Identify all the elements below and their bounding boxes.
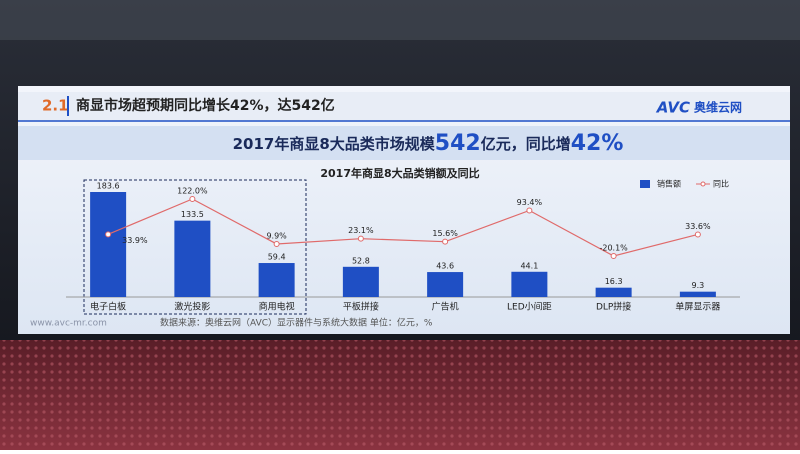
bar (511, 271, 548, 297)
x-tick-label: 商用电视 (259, 301, 295, 313)
slide-header (18, 92, 790, 120)
growth-point (273, 240, 280, 247)
legend-label: 同比 (713, 179, 729, 189)
chart: 183.6 电子白板 133.5 激光投影 59.4 商用电视 52.8 平板拼接 43.6 广告… (66, 179, 740, 313)
growth-label: 33.9% (122, 236, 148, 245)
bar (342, 266, 379, 297)
legend-swatch-point (700, 181, 706, 187)
headline-prefix: 2017年商显8大品类市场规模 (233, 135, 436, 153)
headline: 2017年商显8大品类市场规模542亿元，同比增42% (233, 131, 624, 156)
growth-point (357, 235, 364, 242)
growth-point (442, 238, 449, 245)
bar-value-label: 16.3 (605, 277, 623, 286)
bar-value-label: 9.3 (692, 281, 705, 290)
growth-point (526, 207, 533, 214)
growth-line (107, 198, 699, 257)
x-tick-label: 平板拼接 (343, 301, 379, 313)
growth-label: -20.1% (599, 244, 628, 253)
headline-growth: 42% (571, 131, 624, 156)
legend-label: 销售额 (657, 179, 681, 189)
headline-middle: 亿元，同比增 (481, 135, 571, 153)
website: www.avc-mr.com (30, 319, 107, 329)
source-note: 数据来源：奥维云网（AVC）显示器件与系统大数据 单位：亿元，% (160, 317, 433, 329)
bar-value-label: 183.6 (97, 182, 120, 191)
growth-label: 122.0% (177, 187, 208, 196)
x-tick-label: LED小间距 (507, 301, 552, 313)
growth-label: 33.6% (685, 222, 711, 231)
growth-label: 93.4% (517, 198, 543, 207)
bar (427, 272, 464, 297)
bar-value-label: 59.4 (268, 253, 286, 262)
bar (90, 192, 127, 297)
growth-label: 9.9% (266, 231, 287, 240)
slide-heading: 商显市场超预期同比增长42%，达542亿 (76, 97, 335, 114)
growth-point (189, 196, 196, 202)
bar-value-label: 44.1 (520, 261, 538, 270)
bar (258, 263, 295, 297)
x-tick-label: 电子白板 (90, 301, 126, 313)
bar-value-label: 52.8 (352, 256, 370, 265)
headline-size: 542 (435, 131, 481, 156)
logo-name: 奥维云网 (694, 100, 742, 115)
ceiling (0, 0, 800, 40)
growth-point (694, 231, 701, 238)
growth-point (610, 253, 617, 259)
chart-title: 2017年商显8大品类销额及同比 (320, 166, 479, 180)
bar-value-label: 133.5 (181, 210, 204, 219)
growth-point (105, 231, 112, 238)
x-tick-label: 广告机 (432, 301, 459, 313)
highlight-box (83, 179, 307, 315)
carpet-pattern (0, 340, 800, 450)
bar (679, 291, 716, 297)
bar-value-label: 43.6 (436, 262, 454, 271)
x-tick-label: DLP拼接 (596, 301, 631, 313)
x-tick-label: 单屏显示器 (675, 301, 720, 313)
legend-swatch (640, 180, 650, 188)
bar (174, 220, 211, 297)
section-number: 2.1 (42, 97, 69, 115)
headline-band (18, 126, 790, 160)
logo-mark: AVC (656, 99, 690, 117)
x-tick-label: 激光投影 (174, 301, 210, 313)
growth-label: 15.6% (432, 229, 458, 238)
bar (595, 287, 632, 297)
growth-label: 23.1% (348, 226, 374, 235)
